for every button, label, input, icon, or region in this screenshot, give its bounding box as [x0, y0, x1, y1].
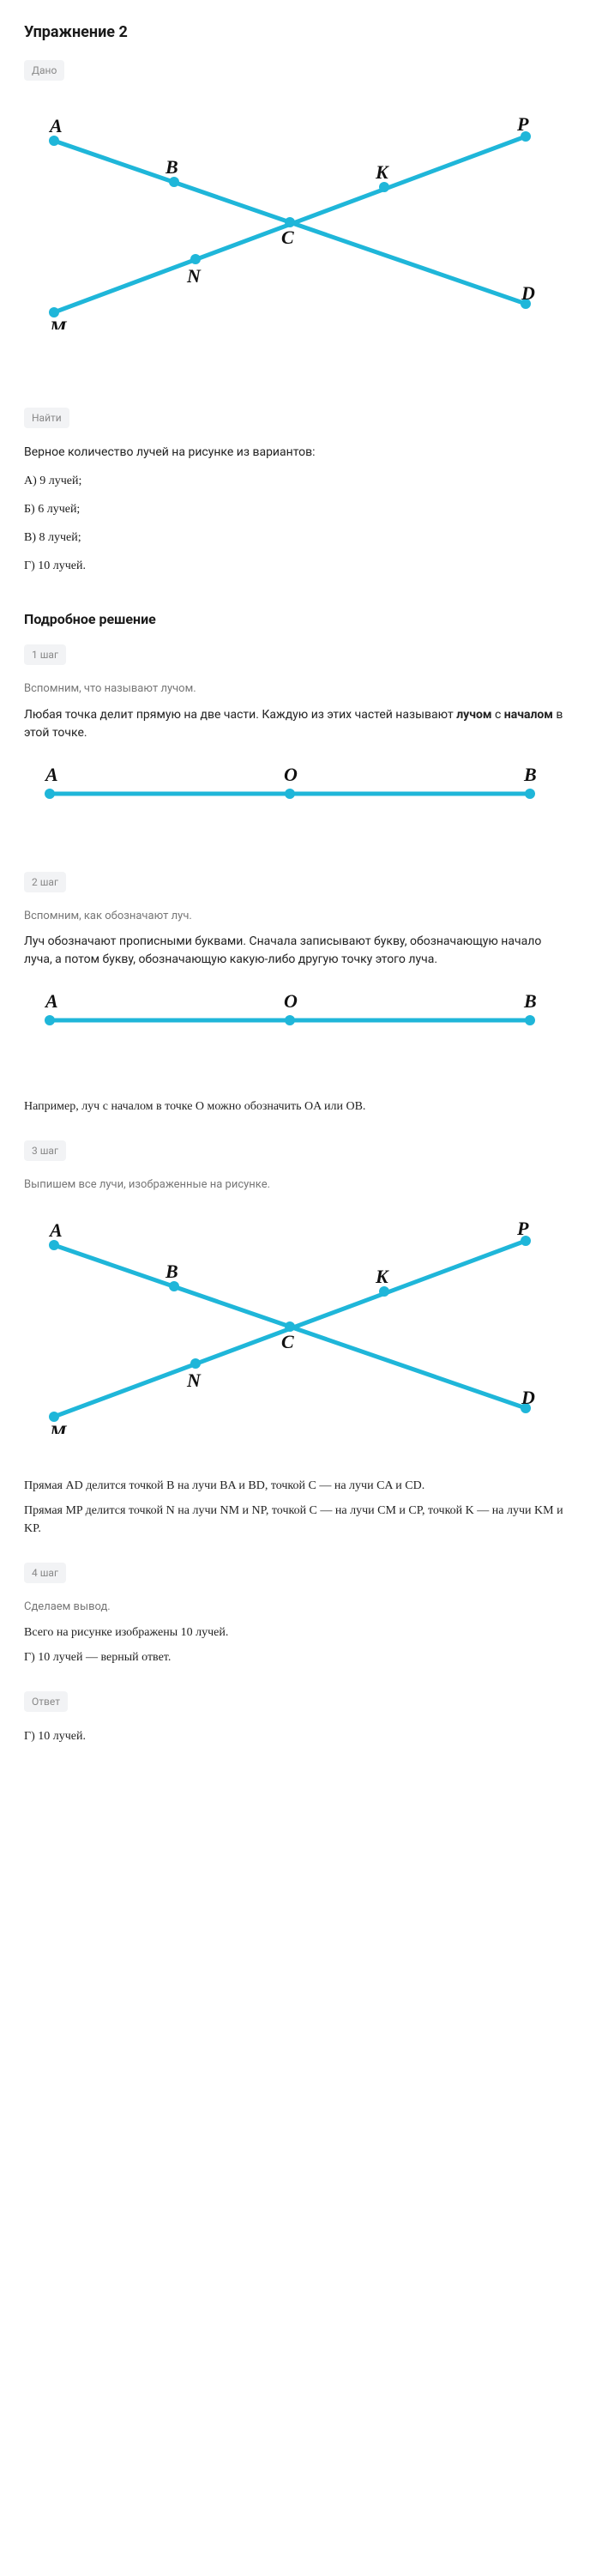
step2-lead: Вспомним, как обозначают луч. — [24, 908, 572, 925]
step4-p1: Всего на рисунке изображены 10 лучей. — [24, 1624, 572, 1642]
step2-tag: 2 шаг — [24, 872, 66, 892]
svg-text:N: N — [186, 1370, 202, 1391]
svg-text:A: A — [48, 1219, 63, 1241]
step3-tag: 3 шаг — [24, 1140, 66, 1161]
svg-text:B: B — [523, 764, 537, 785]
step4-p2: Г) 10 лучей — верный ответ. — [24, 1648, 572, 1666]
svg-text:M: M — [49, 1421, 68, 1434]
option-a: А) 9 лучей; — [24, 472, 572, 490]
step1-mid: с — [492, 708, 504, 722]
svg-text:D: D — [521, 282, 535, 304]
step1-tag: 1 шаг — [24, 644, 66, 665]
step4-lead: Сделаем вывод. — [24, 1599, 572, 1616]
segment-diagram-1: AOB — [24, 759, 572, 828]
option-c: В) 8 лучей; — [24, 529, 572, 547]
answer-tag: Ответ — [24, 1691, 68, 1712]
answer-text: Г) 10 лучей. — [24, 1727, 572, 1745]
step4-tag: 4 шаг — [24, 1563, 66, 1583]
cross-diagram-2: A B C K P N M D — [24, 1211, 572, 1434]
find-text: Верное количество лучей на рисунке из ва… — [24, 444, 572, 462]
solution-title: Подробное решение — [24, 609, 572, 630]
svg-text:D: D — [521, 1387, 535, 1408]
step1-bold2: началом — [504, 708, 553, 722]
svg-text:A: A — [44, 990, 58, 1012]
svg-text:B: B — [523, 990, 537, 1012]
step3-lead: Выпишем все лучи, изображенные на рисунк… — [24, 1176, 572, 1194]
svg-text:O: O — [284, 990, 298, 1012]
svg-text:B: B — [165, 156, 178, 178]
svg-text:A: A — [48, 115, 63, 136]
cross-diagram-1: A B C K P N M D — [24, 106, 572, 330]
find-tag: Найти — [24, 408, 69, 428]
step1-bold1: лучом — [456, 708, 491, 722]
step1-before: Любая точка делит прямую на две части. К… — [24, 708, 456, 722]
svg-text:M: M — [49, 317, 68, 330]
svg-text:A: A — [44, 764, 58, 785]
step3-p2: Прямая MP делится точкой N на лучи NM и … — [24, 1502, 572, 1538]
svg-text:C: C — [281, 227, 294, 248]
svg-text:K: K — [375, 1266, 389, 1287]
exercise-title: Упражнение 2 — [24, 21, 572, 44]
svg-text:N: N — [186, 265, 202, 287]
option-b: Б) 6 лучей; — [24, 500, 572, 518]
svg-text:P: P — [516, 113, 529, 135]
option-d: Г) 10 лучей. — [24, 557, 572, 575]
svg-text:P: P — [516, 1218, 529, 1239]
svg-text:O: O — [284, 764, 298, 785]
step1-lead: Вспомним, что называют лучом. — [24, 680, 572, 698]
step2-text: Луч обозначают прописными буквами. Снача… — [24, 933, 572, 969]
svg-text:C: C — [281, 1331, 294, 1352]
svg-text:K: K — [375, 161, 389, 183]
step3-p1: Прямая AD делится точкой B на лучи BA и … — [24, 1477, 572, 1495]
given-tag: Дано — [24, 60, 64, 81]
step1-text: Любая точка делит прямую на две части. К… — [24, 706, 572, 742]
svg-text:B: B — [165, 1261, 178, 1282]
step2-example: Например, луч с началом в точке O можно … — [24, 1098, 572, 1116]
segment-diagram-2: AOB — [24, 986, 572, 1055]
